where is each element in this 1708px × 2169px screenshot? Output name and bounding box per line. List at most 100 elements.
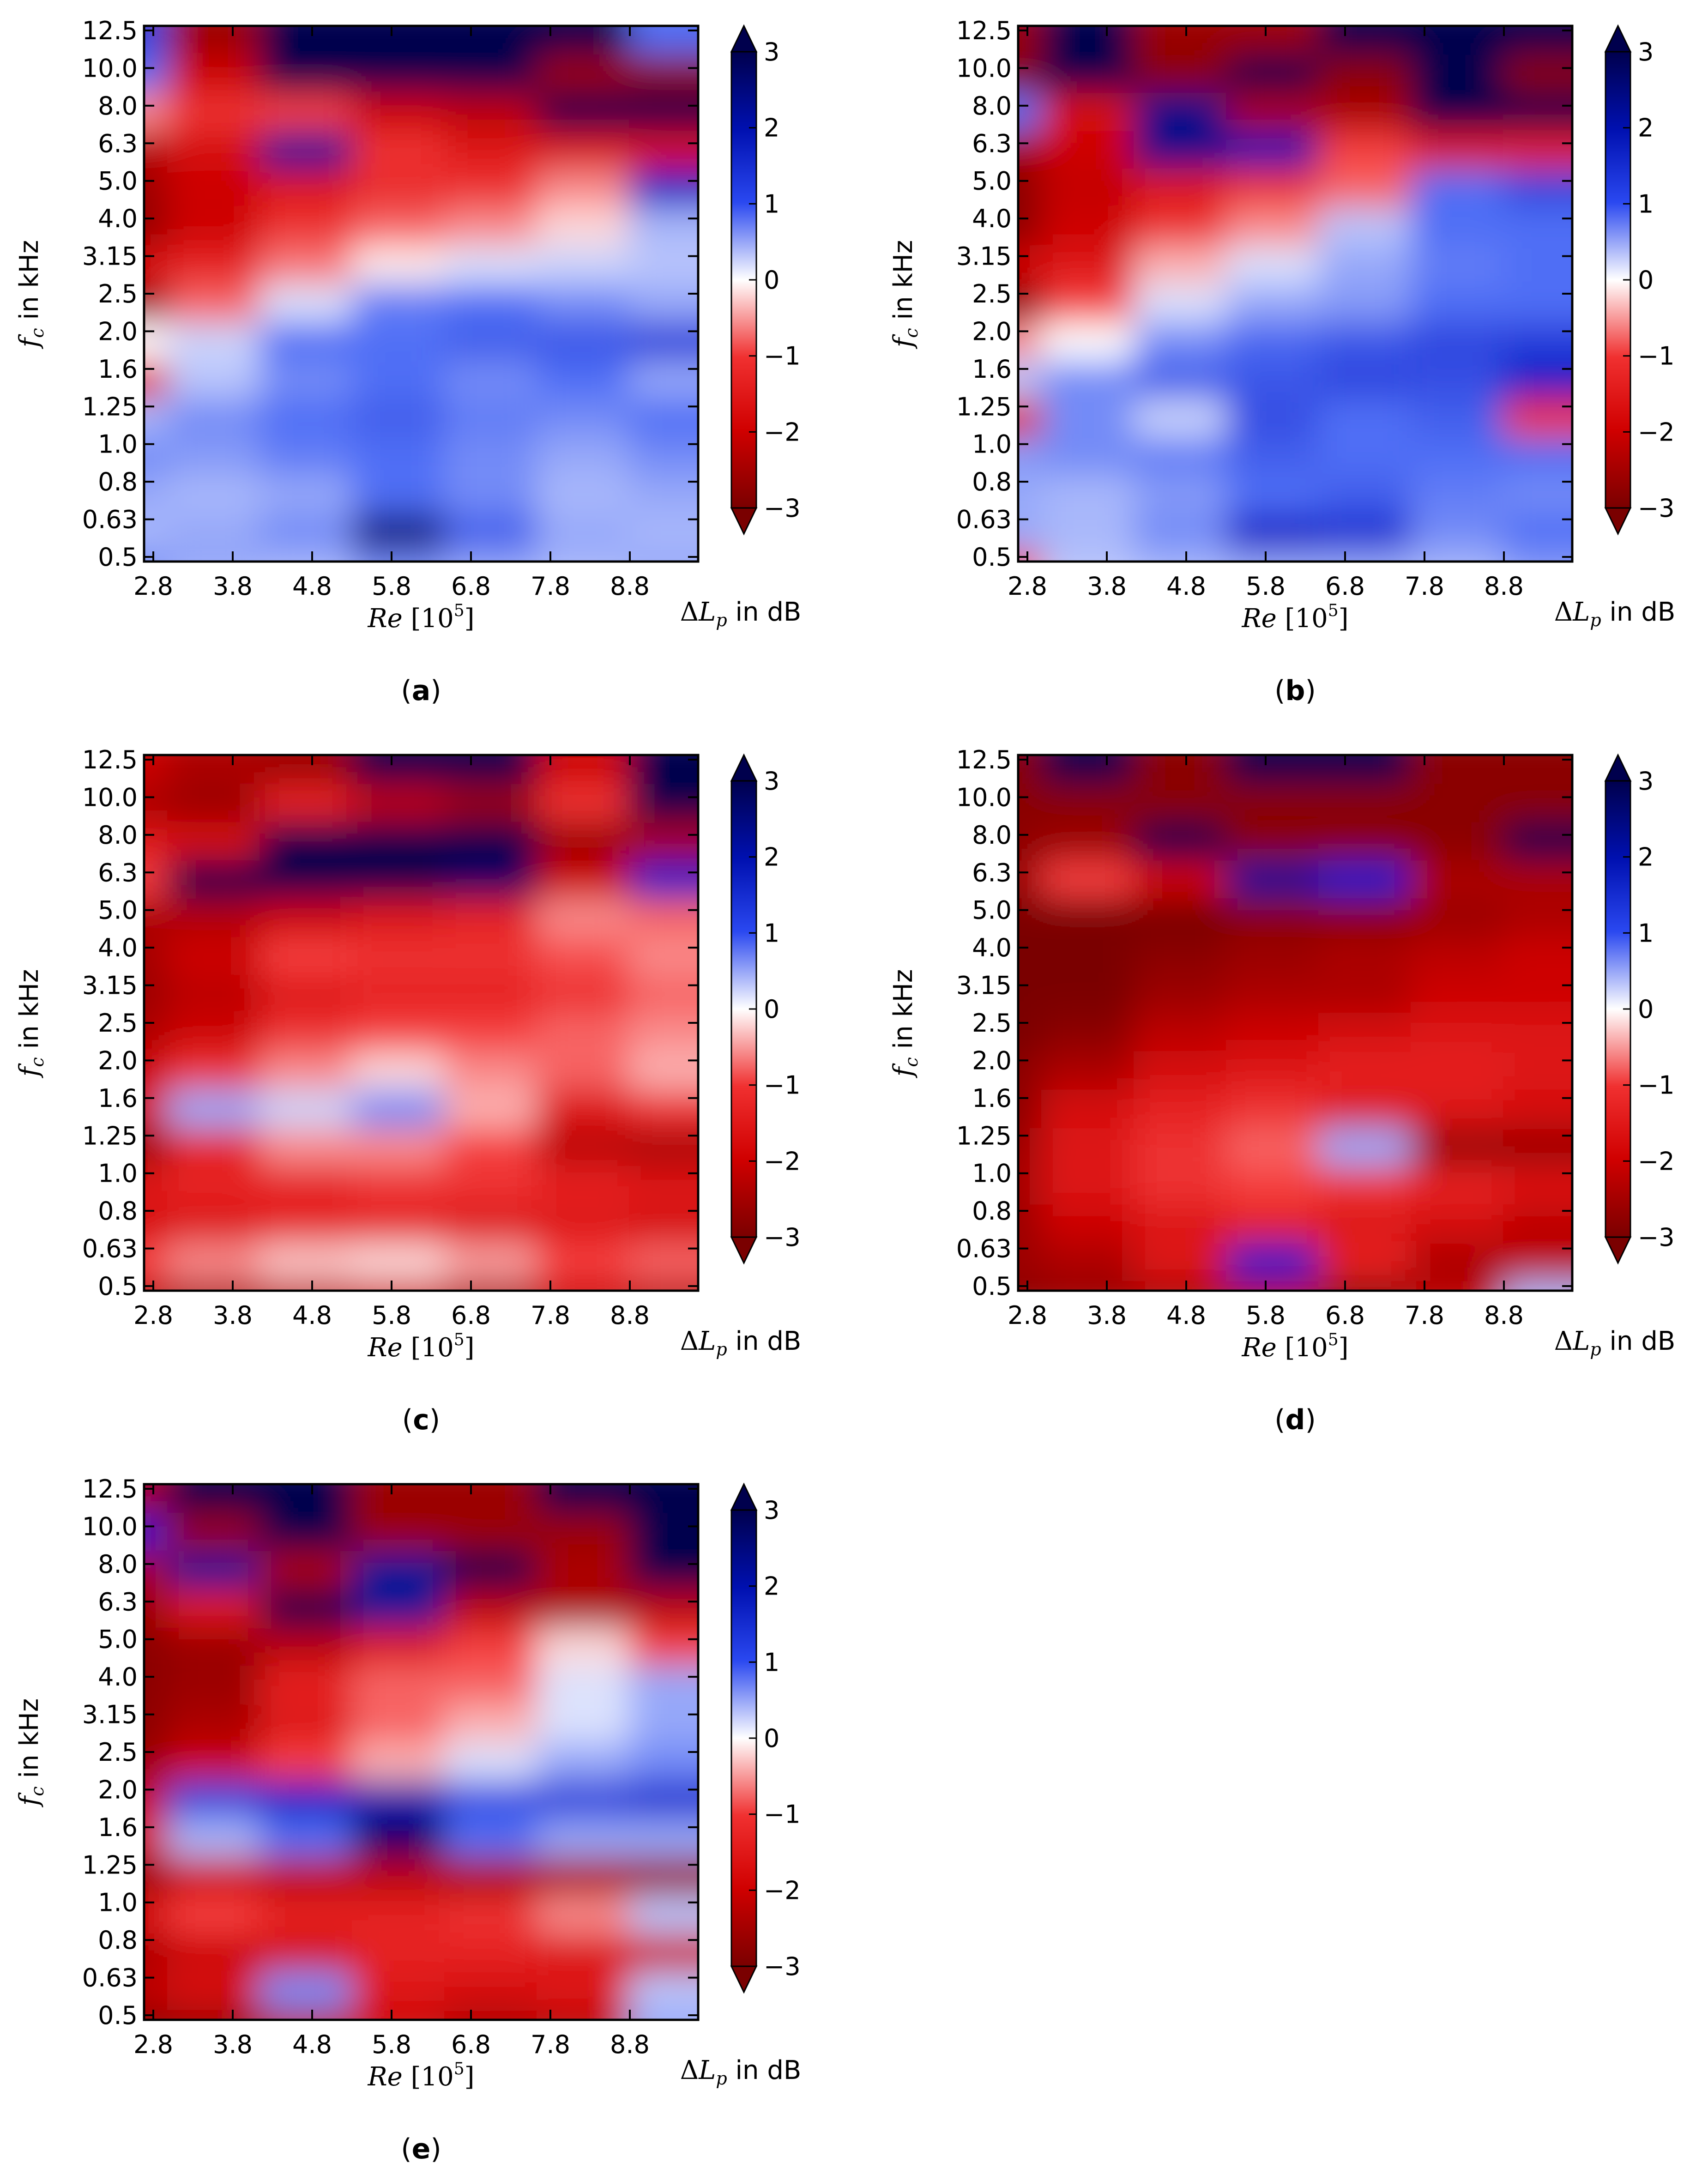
- colorbar-top-extend: [730, 753, 758, 782]
- y-tick-label: 0.63: [956, 505, 1012, 534]
- y-tick-label: 2.0: [972, 1046, 1012, 1075]
- x-tick-label: 2.8: [133, 2030, 173, 2059]
- y-tick-label: 1.25: [82, 1121, 138, 1150]
- y-tick-label: 0.5: [972, 1272, 1012, 1301]
- y-tick-label: 6.3: [972, 858, 1012, 887]
- y-tick-label: 2.5: [98, 1009, 138, 1038]
- colorbar-tick-label: −3: [764, 1952, 801, 1981]
- y-tick-label: 10.0: [82, 1512, 138, 1541]
- y-tick-label: 12.5: [82, 1474, 138, 1504]
- colorbar-tick-label: 2: [764, 1572, 779, 1601]
- heatmap-area: [144, 755, 698, 1291]
- x-tick-label: 8.8: [610, 572, 650, 601]
- y-tick-label: 4.0: [972, 933, 1012, 962]
- colorbar-top-extend: [730, 1482, 758, 1511]
- heatmap-cells: [144, 755, 698, 1291]
- colorbar-tick-label: 1: [1638, 918, 1654, 948]
- y-axis-label: fc in kHz: [14, 240, 48, 350]
- colorbar-bottom-extend: [730, 1236, 758, 1265]
- y-tick-label: 6.3: [98, 1587, 138, 1616]
- panel-d: 12.5 10.0 8.0 6.3 5.0 4.0 3.15 2.5 2.0 1.6 1.25 1.0…: [888, 745, 1675, 1436]
- x-axis-label: Re [105]: [1242, 1330, 1349, 1363]
- heatmap-area: [1018, 26, 1572, 562]
- y-tick-label: 1.0: [972, 430, 1012, 459]
- y-tick-label: 1.0: [98, 1159, 138, 1188]
- heatmap-cells: [144, 26, 698, 562]
- x-tick-label: 4.8: [292, 2030, 332, 2059]
- y-tick-label: 2.0: [98, 317, 138, 346]
- x-tick-label: 7.8: [531, 1301, 570, 1330]
- y-tick-label: 5.0: [972, 896, 1012, 925]
- x-axis-label: Re [105]: [1242, 601, 1349, 634]
- colorbar-label: ΔLp in dB: [680, 1326, 802, 1359]
- y-tick-label: 2.5: [98, 279, 138, 308]
- heatmap-cell: [629, 26, 698, 55]
- colorbar: 3 2 1 0 −1 −2 −3 ΔLp in dB: [680, 24, 801, 630]
- y-tick-label: 3.15: [82, 242, 138, 271]
- x-tick-label: 3.8: [1087, 1301, 1127, 1330]
- y-tick-label: 0.8: [98, 467, 138, 496]
- y-tick-label: 8.0: [98, 1550, 138, 1579]
- colorbar-tick-label: 1: [1638, 189, 1654, 218]
- colorbar: 3 2 1 0 −1 −2 −3 ΔLp in dB: [680, 753, 802, 1359]
- colorbar-tick-label: 2: [1638, 843, 1654, 872]
- colorbar-tick-label: −3: [1638, 1223, 1675, 1252]
- y-tick-label: 0.63: [82, 1234, 138, 1263]
- colorbar-tick-label: 0: [1638, 266, 1654, 295]
- y-tick-label: 3.15: [956, 971, 1012, 1000]
- y-tick-label: 10.0: [956, 783, 1012, 812]
- x-tick-label: 8.8: [610, 1301, 650, 1330]
- y-axis-label: fc in kHz: [14, 969, 48, 1079]
- heatmap-cell: [629, 1484, 698, 1513]
- x-tick-label: 5.8: [1246, 572, 1286, 601]
- heatmap-cell: [1503, 26, 1572, 55]
- colorbar-tick-label: −2: [1638, 1147, 1675, 1176]
- y-tick-label: 10.0: [82, 783, 138, 812]
- x-axis-label: Re [105]: [368, 601, 475, 634]
- x-tick-label: 4.8: [1166, 572, 1206, 601]
- y-tick-label: 12.5: [956, 16, 1012, 45]
- y-axis-label: fc in kHz: [888, 969, 922, 1079]
- colorbar-tick-label: −2: [764, 1876, 801, 1905]
- y-tick-label: 4.0: [98, 204, 138, 233]
- colorbar-tick-label: −1: [1638, 1071, 1675, 1100]
- x-tick-label: 2.8: [133, 572, 173, 601]
- colorbar-tick-label: 2: [764, 843, 779, 872]
- colorbar-label: ΔLp in dB: [1554, 597, 1676, 630]
- x-tick-label: 8.8: [1484, 1301, 1524, 1330]
- y-tick-label: 0.5: [98, 543, 138, 572]
- y-tick-label: 0.8: [972, 1196, 1012, 1226]
- y-tick-label: 5.0: [98, 896, 138, 925]
- panel-b: 12.5 10.0 8.0 6.3 5.0 4.0 3.15 2.5 2.0 1.6 1.25 1.0…: [888, 16, 1676, 707]
- y-tick-label: 5.0: [98, 167, 138, 196]
- colorbar-bottom-extend: [1604, 1236, 1632, 1265]
- y-tick-label: 2.0: [972, 317, 1012, 346]
- y-tick-label: 10.0: [82, 54, 138, 83]
- panel-caption: (d): [1274, 1404, 1316, 1436]
- x-axis-label: Re [105]: [368, 1330, 475, 1363]
- y-tick-label: 4.0: [98, 933, 138, 962]
- y-tick-label: 1.0: [98, 1888, 138, 1917]
- colorbar-tick-label: 3: [1638, 37, 1654, 66]
- colorbar: 3 2 1 0 −1 −2 −3 ΔLp in dB: [1554, 753, 1675, 1359]
- y-tick-label: 12.5: [956, 745, 1012, 774]
- heatmap-cell: [1503, 755, 1572, 784]
- colorbar: 3 2 1 0 −1 −2 −3 ΔLp in dB: [680, 1482, 801, 2089]
- colorbar: 3 2 1 0 −1 −2 −3 ΔLp in dB: [1554, 24, 1676, 630]
- x-tick-label: 3.8: [213, 572, 253, 601]
- panel-caption: (b): [1274, 675, 1316, 707]
- y-tick-label: 2.0: [98, 1046, 138, 1075]
- y-tick-label: 4.0: [98, 1662, 138, 1692]
- y-tick-label: 3.15: [82, 971, 138, 1000]
- x-tick-label: 8.8: [610, 2030, 650, 2059]
- y-tick-label: 3.15: [956, 242, 1012, 271]
- y-tick-label: 12.5: [82, 745, 138, 774]
- panel-caption: (c): [402, 1404, 440, 1436]
- y-tick-label: 8.0: [972, 91, 1012, 121]
- colorbar-top-extend: [730, 24, 758, 53]
- x-tick-label: 6.8: [451, 1301, 491, 1330]
- y-tick-label: 5.0: [98, 1625, 138, 1654]
- x-tick-label: 3.8: [213, 1301, 253, 1330]
- x-tick-label: 7.8: [531, 2030, 570, 2059]
- y-tick-label: 1.6: [972, 355, 1012, 384]
